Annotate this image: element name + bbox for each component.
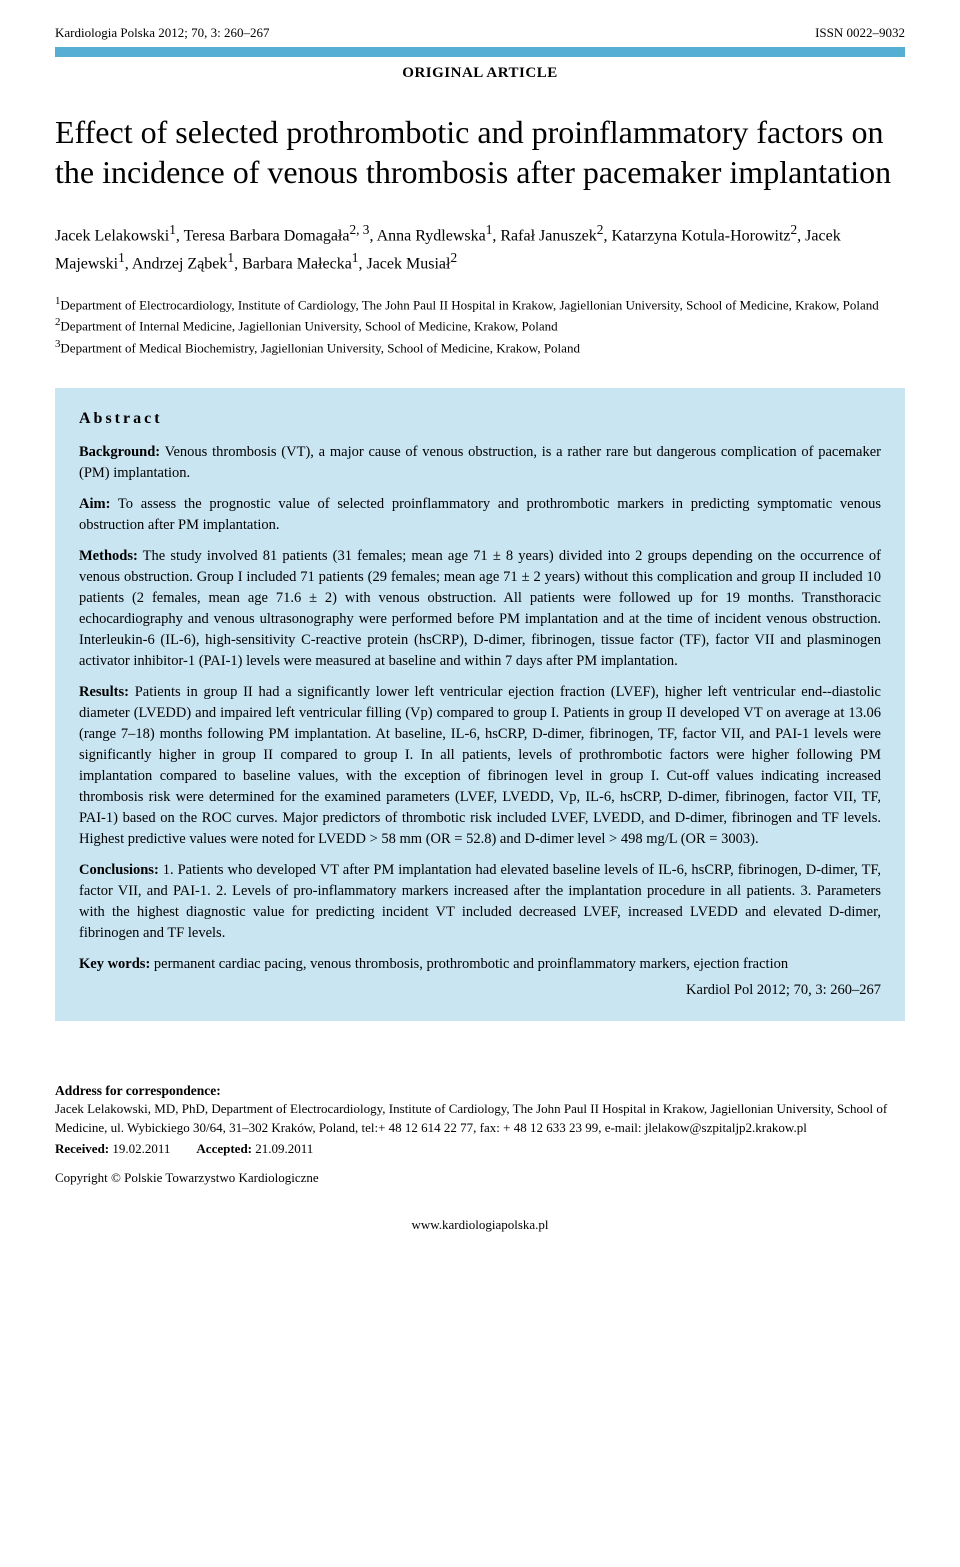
- conclusions-label: Conclusions:: [79, 862, 159, 878]
- dates-row: Received: 19.02.2011 Accepted: 21.09.201…: [55, 1140, 905, 1159]
- background-label: Background:: [79, 444, 160, 460]
- keywords-label: Key words:: [79, 956, 150, 972]
- journal-ref: Kardiologia Polska 2012; 70, 3: 260–267: [55, 25, 270, 41]
- methods-text: The study involved 81 patients (31 femal…: [79, 548, 881, 669]
- affiliation-3: 3Department of Medical Biochemistry, Jag…: [55, 336, 905, 358]
- accepted-date: 21.09.2011: [252, 1141, 313, 1156]
- results-label: Results:: [79, 684, 129, 700]
- abstract-citation: Kardiol Pol 2012; 70, 3: 260–267: [79, 982, 881, 999]
- abstract-methods: Methods: The study involved 81 patients …: [79, 546, 881, 672]
- methods-label: Methods:: [79, 548, 138, 564]
- banner-stripe: [55, 47, 905, 57]
- correspondence-heading: Address for correspondence:: [55, 1081, 905, 1101]
- page-url: www.kardiologiapolska.pl: [55, 1217, 905, 1233]
- abstract-background: Background: Venous thrombosis (VT), a ma…: [79, 442, 881, 484]
- affiliation-1: 1Department of Electrocardiology, Instit…: [55, 293, 905, 315]
- copyright: Copyright © Polskie Towarzystwo Kardiolo…: [55, 1169, 905, 1188]
- received-date: 19.02.2011: [109, 1141, 170, 1156]
- received-label: Received:: [55, 1141, 109, 1156]
- issn: ISSN 0022–9032: [815, 25, 905, 41]
- affiliation-2: 2Department of Internal Medicine, Jagiel…: [55, 314, 905, 336]
- abstract-aim: Aim: To assess the prognostic value of s…: [79, 494, 881, 536]
- correspondence-footer: Address for correspondence: Jacek Lelako…: [55, 1081, 905, 1188]
- affiliations: 1Department of Electrocardiology, Instit…: [55, 293, 905, 358]
- abstract-box: Abstract Background: Venous thrombosis (…: [55, 388, 905, 1020]
- background-text: Venous thrombosis (VT), a major cause of…: [79, 444, 881, 481]
- article-type: ORIGINAL ARTICLE: [55, 57, 905, 112]
- results-text: Patients in group II had a significantly…: [79, 684, 881, 847]
- keywords-text: permanent cardiac pacing, venous thrombo…: [150, 956, 788, 972]
- abstract-heading: Abstract: [79, 410, 881, 428]
- aim-label: Aim:: [79, 496, 110, 512]
- conclusions-text: 1. Patients who developed VT after PM im…: [79, 862, 881, 941]
- accepted-label: Accepted:: [196, 1141, 252, 1156]
- aim-text: To assess the prognostic value of select…: [79, 496, 881, 533]
- abstract-keywords: Key words: permanent cardiac pacing, ven…: [79, 954, 881, 975]
- authors-list: Jacek Lelakowski1, Teresa Barbara Domaga…: [55, 220, 905, 277]
- journal-header: Kardiologia Polska 2012; 70, 3: 260–267 …: [55, 25, 905, 41]
- abstract-results: Results: Patients in group II had a sign…: [79, 682, 881, 850]
- correspondence-body: Jacek Lelakowski, MD, PhD, Department of…: [55, 1100, 905, 1138]
- abstract-conclusions: Conclusions: 1. Patients who developed V…: [79, 860, 881, 944]
- article-title: Effect of selected prothrombotic and pro…: [55, 112, 905, 192]
